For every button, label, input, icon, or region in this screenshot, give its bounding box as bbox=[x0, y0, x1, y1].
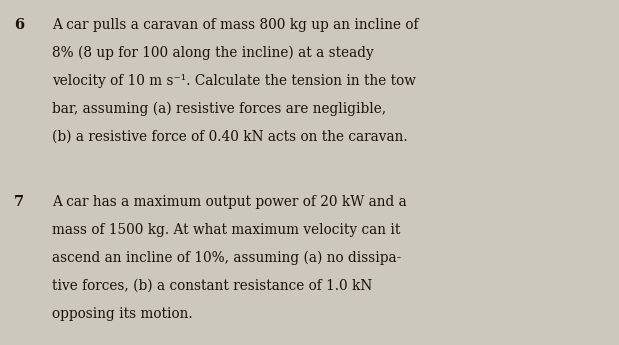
Text: A car has a maximum output power of 20 kW and a: A car has a maximum output power of 20 k… bbox=[52, 195, 407, 209]
Text: 8% (8 up for 100 along the incline) at a steady: 8% (8 up for 100 along the incline) at a… bbox=[52, 46, 374, 60]
Text: tive forces, (b) a constant resistance of 1.0 kN: tive forces, (b) a constant resistance o… bbox=[52, 279, 372, 293]
Text: velocity of 10 m s⁻¹. Calculate the tension in the tow: velocity of 10 m s⁻¹. Calculate the tens… bbox=[52, 74, 416, 88]
Text: bar, assuming (a) resistive forces are negligible,: bar, assuming (a) resistive forces are n… bbox=[52, 102, 386, 116]
Text: opposing its motion.: opposing its motion. bbox=[52, 307, 193, 321]
Text: 6: 6 bbox=[14, 18, 24, 32]
Text: mass of 1500 kg. At what maximum velocity can it: mass of 1500 kg. At what maximum velocit… bbox=[52, 223, 400, 237]
Text: A car pulls a caravan of mass 800 kg up an incline of: A car pulls a caravan of mass 800 kg up … bbox=[52, 18, 418, 32]
Text: (b) a resistive force of 0.40 kN acts on the caravan.: (b) a resistive force of 0.40 kN acts on… bbox=[52, 130, 408, 144]
Text: 7: 7 bbox=[14, 195, 24, 209]
Text: ascend an incline of 10%, assuming (a) no dissipa-: ascend an incline of 10%, assuming (a) n… bbox=[52, 251, 401, 265]
